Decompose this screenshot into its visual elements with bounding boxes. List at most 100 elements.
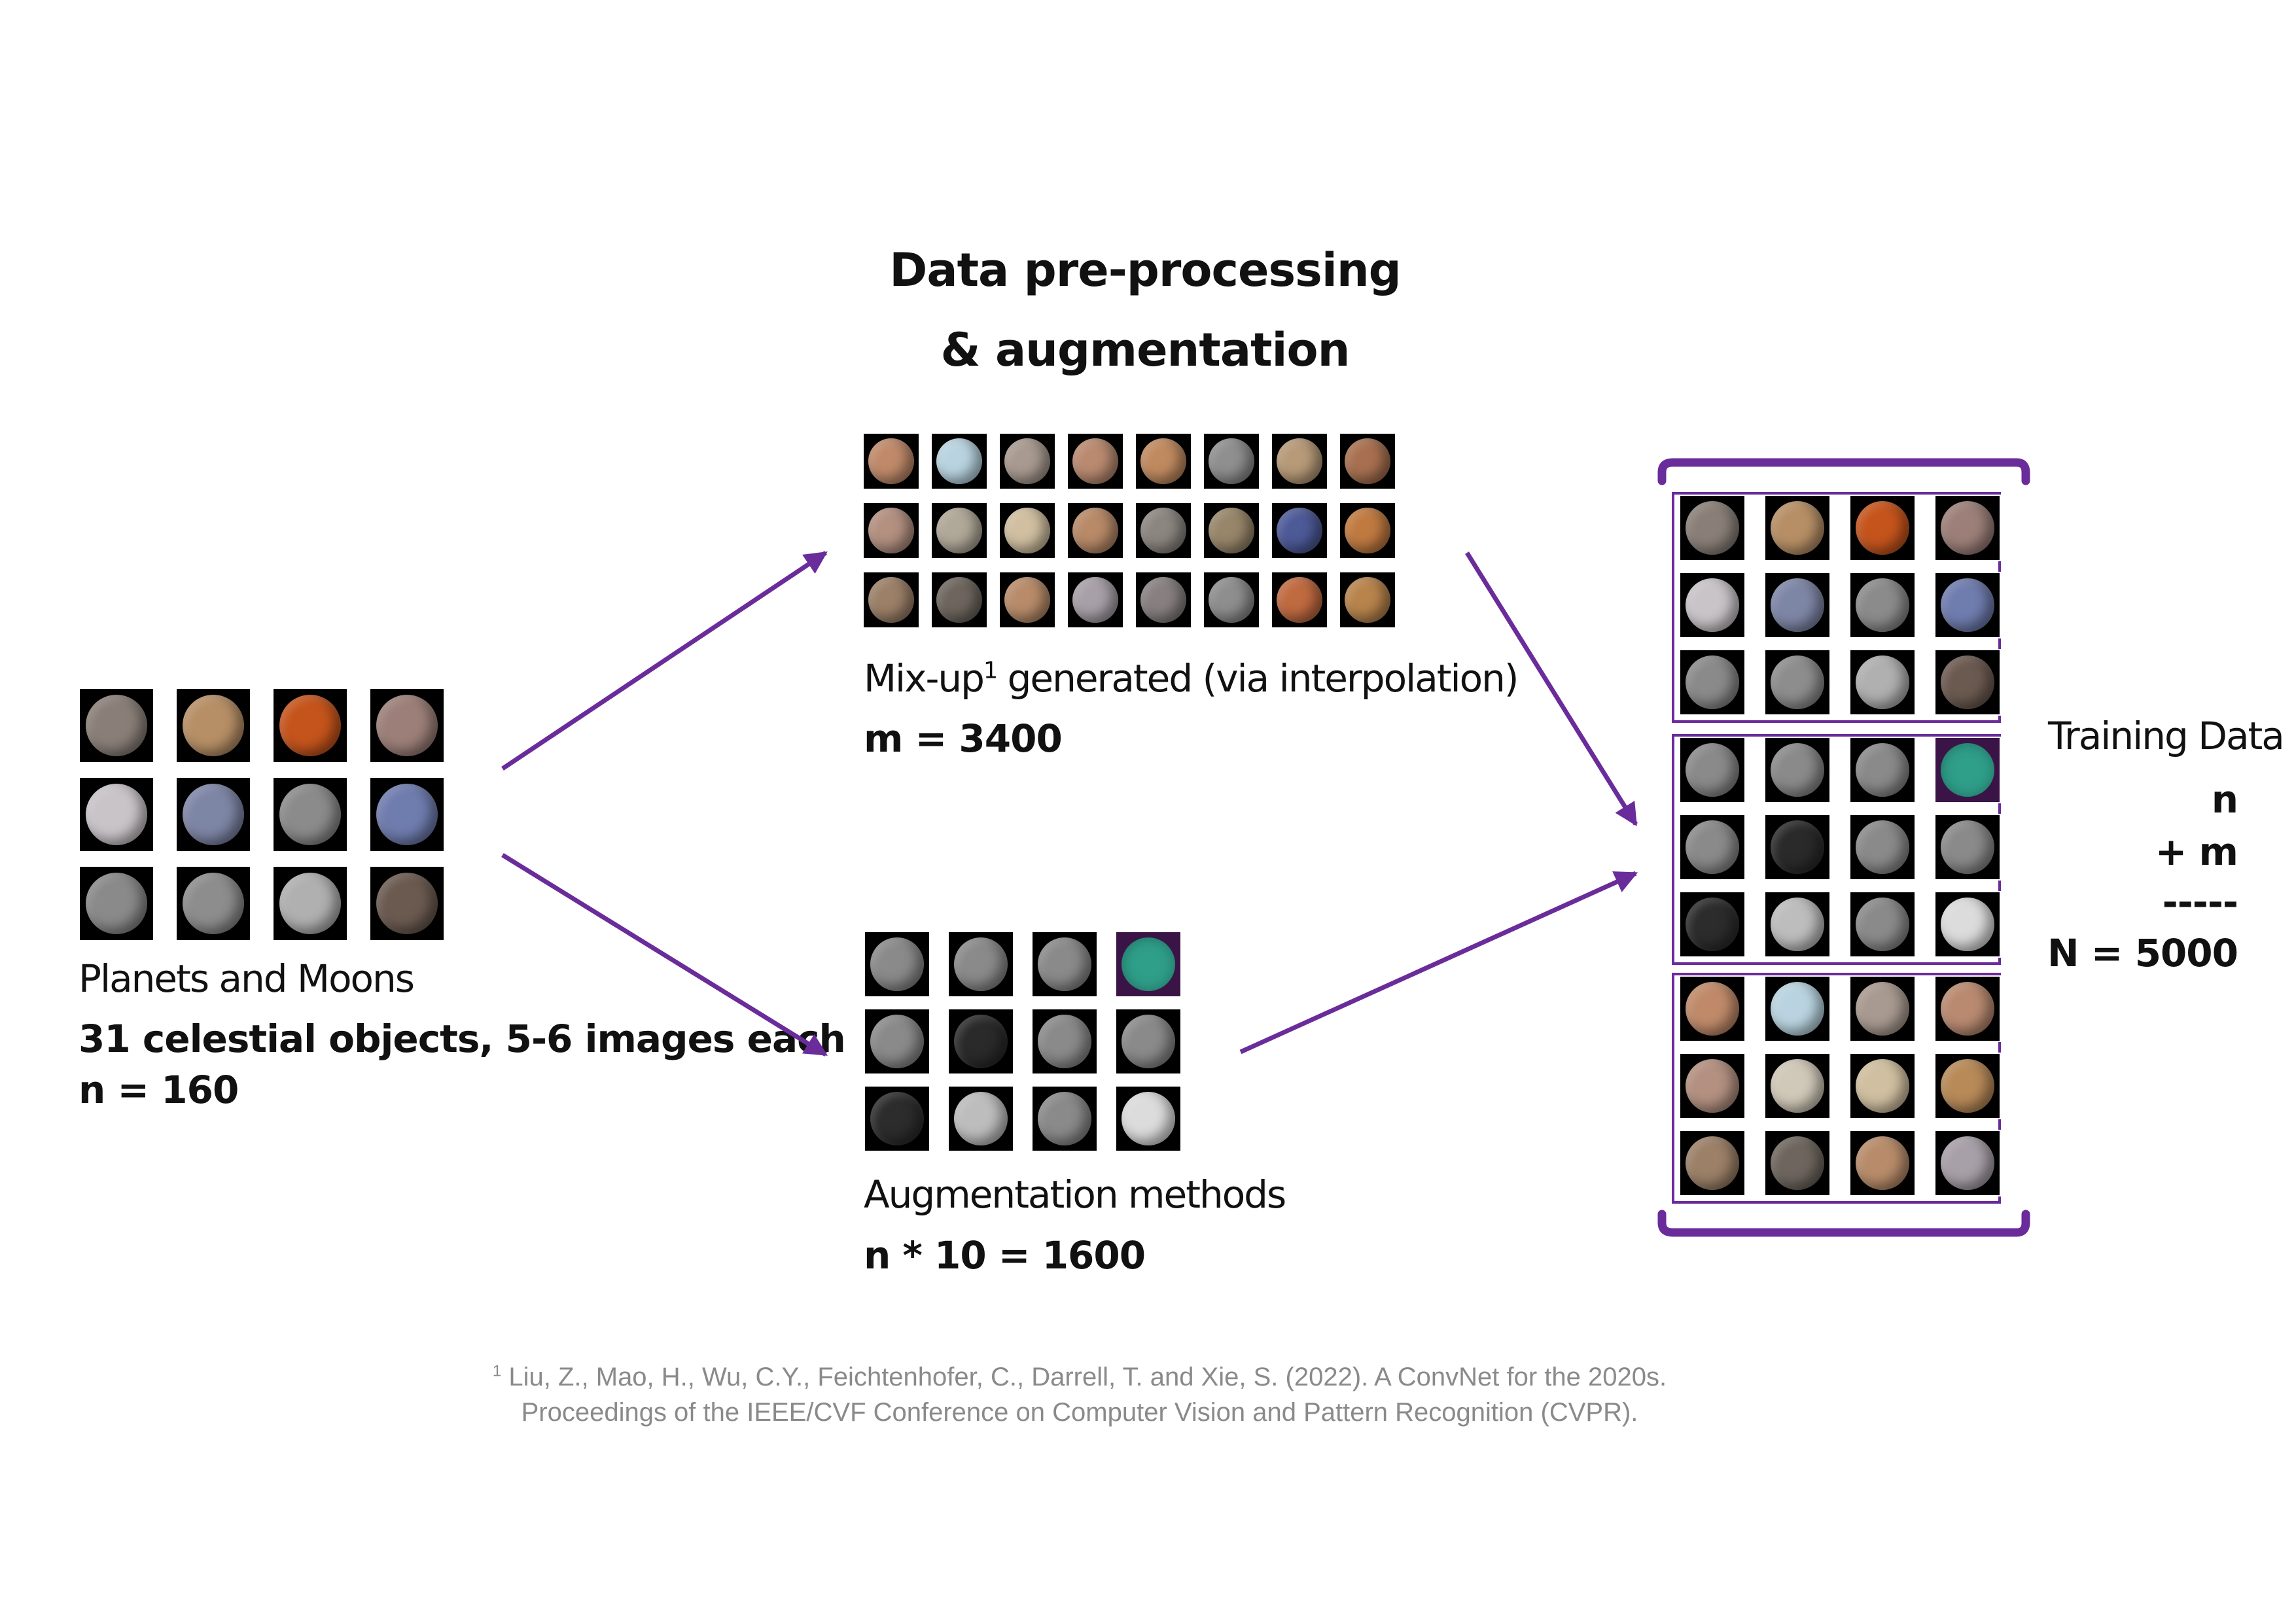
celestial-thumbnail <box>80 689 153 762</box>
celestial-thumbnail <box>932 434 987 489</box>
celestial-thumbnail <box>274 689 347 762</box>
celestial-thumbnail <box>1272 572 1327 627</box>
celestial-thumbnail <box>932 503 987 558</box>
celestial-thumbnail <box>177 689 250 762</box>
training-line-n: n <box>2211 777 2238 822</box>
celestial-thumbnail <box>1680 1131 1744 1195</box>
celestial-thumbnail <box>1680 815 1744 879</box>
celestial-thumbnail <box>1204 572 1259 627</box>
celestial-thumbnail <box>370 689 444 762</box>
celestial-thumbnail <box>177 867 250 940</box>
celestial-thumbnail <box>1765 1054 1829 1118</box>
celestial-thumbnail <box>177 778 250 851</box>
augmentation-count: n * 10 = 1600 <box>864 1233 1146 1278</box>
mixup-image-grid <box>864 434 1395 627</box>
celestial-thumbnail <box>1850 573 1915 637</box>
celestial-thumbnail <box>1116 1087 1180 1151</box>
celestial-thumbnail <box>1116 932 1180 996</box>
celestial-thumbnail <box>1765 977 1829 1041</box>
training-grid-mixup <box>1680 977 2000 1195</box>
celestial-thumbnail <box>1935 496 2000 560</box>
celestial-thumbnail <box>1850 977 1915 1041</box>
mixup-label-post: generated (via interpolation) <box>997 656 1519 701</box>
celestial-thumbnail <box>932 572 987 627</box>
celestial-thumbnail <box>949 1009 1013 1073</box>
celestial-thumbnail <box>1850 892 1915 956</box>
celestial-thumbnail <box>80 778 153 851</box>
celestial-thumbnail <box>1765 738 1829 802</box>
celestial-thumbnail <box>1680 1054 1744 1118</box>
celestial-thumbnail <box>274 867 347 940</box>
celestial-thumbnail <box>1033 1087 1097 1151</box>
celestial-thumbnail <box>1850 738 1915 802</box>
input-image-grid <box>80 689 444 940</box>
mixup-label: Mix-up1 generated (via interpolation) <box>864 659 1519 697</box>
celestial-thumbnail <box>1136 572 1191 627</box>
input-description: 31 celestial objects, 5-6 images each <box>79 1017 846 1061</box>
celestial-thumbnail <box>1340 572 1395 627</box>
celestial-thumbnail <box>949 1087 1013 1151</box>
celestial-thumbnail <box>1935 738 2000 802</box>
celestial-thumbnail <box>1116 1009 1180 1073</box>
celestial-thumbnail <box>1680 573 1744 637</box>
celestial-thumbnail <box>1765 573 1829 637</box>
celestial-thumbnail <box>1680 496 1744 560</box>
training-group-augmented <box>1672 734 2001 965</box>
celestial-thumbnail <box>274 778 347 851</box>
celestial-thumbnail <box>1850 815 1915 879</box>
celestial-thumbnail <box>370 867 444 940</box>
mixup-label-pre: Mix-up <box>864 656 985 701</box>
mixup-count: m = 3400 <box>864 716 1063 761</box>
celestial-thumbnail <box>1765 892 1829 956</box>
celestial-thumbnail <box>1033 1009 1097 1073</box>
celestial-thumbnail <box>865 1009 929 1073</box>
arrow-input-to-augmentation <box>501 853 828 1056</box>
celestial-thumbnail <box>1204 434 1259 489</box>
celestial-thumbnail <box>865 932 929 996</box>
title-line-2: & augmentation <box>940 323 1351 377</box>
training-group-mixup <box>1672 973 2001 1204</box>
celestial-thumbnail <box>1850 1131 1915 1195</box>
celestial-thumbnail <box>1680 892 1744 956</box>
celestial-thumbnail <box>1850 496 1915 560</box>
celestial-thumbnail <box>1935 650 2000 714</box>
celestial-thumbnail <box>1935 977 2000 1041</box>
celestial-thumbnail <box>865 1087 929 1151</box>
celestial-thumbnail <box>1136 503 1191 558</box>
celestial-thumbnail <box>1765 496 1829 560</box>
celestial-thumbnail <box>370 778 444 851</box>
input-count: n = 160 <box>79 1068 239 1112</box>
celestial-thumbnail <box>1765 650 1829 714</box>
celestial-thumbnail <box>1000 434 1055 489</box>
celestial-thumbnail <box>1765 815 1829 879</box>
celestial-thumbnail <box>1935 892 2000 956</box>
celestial-thumbnail <box>1765 1131 1829 1195</box>
celestial-thumbnail <box>1935 1131 2000 1195</box>
celestial-thumbnail <box>1033 932 1097 996</box>
training-line-total: N = 5000 <box>2047 931 2238 975</box>
celestial-thumbnail <box>1340 503 1395 558</box>
celestial-thumbnail <box>949 932 1013 996</box>
footnote-line-1-text: Liu, Z., Mao, H., Wu, C.Y., Feichtenhofe… <box>501 1363 1667 1391</box>
celestial-thumbnail <box>1340 434 1395 489</box>
training-line-separator: ----- <box>2162 880 2238 924</box>
celestial-thumbnail <box>1068 434 1123 489</box>
arrow-augmentation-to-training <box>1239 871 1638 1055</box>
celestial-thumbnail <box>1136 434 1191 489</box>
celestial-thumbnail <box>864 503 919 558</box>
celestial-thumbnail <box>864 572 919 627</box>
celestial-thumbnail <box>1850 650 1915 714</box>
arrow-input-to-mixup <box>501 551 828 771</box>
training-label: Training Data <box>2048 714 2285 758</box>
celestial-thumbnail <box>1204 503 1259 558</box>
training-bracket-top <box>1657 458 2030 485</box>
celestial-thumbnail <box>864 434 919 489</box>
augmentation-label: Augmentation methods <box>864 1172 1286 1217</box>
training-grid-augmented <box>1680 738 2000 956</box>
footnote-marker: 1 <box>492 1362 502 1380</box>
training-group-original <box>1672 492 2001 723</box>
celestial-thumbnail <box>1935 573 2000 637</box>
celestial-thumbnail <box>80 867 153 940</box>
augmentation-image-grid <box>865 932 1180 1151</box>
